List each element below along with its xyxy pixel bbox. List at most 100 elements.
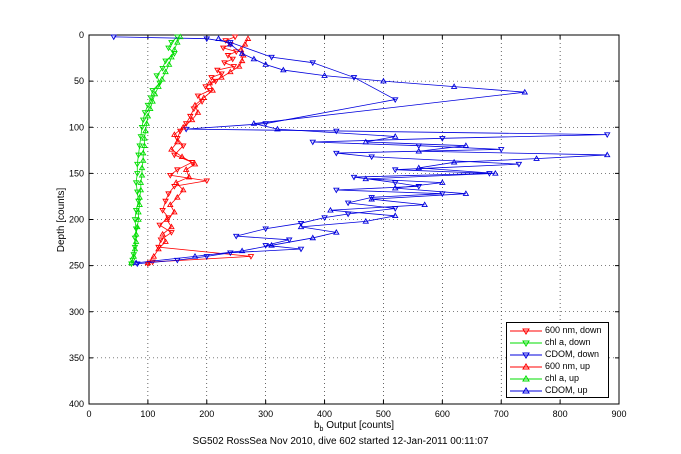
- data-point: [171, 152, 178, 159]
- data-point: [194, 93, 202, 100]
- data-point: [187, 113, 194, 120]
- y-tick-label: 200: [69, 215, 84, 225]
- data-point: [244, 35, 252, 41]
- data-point: [128, 259, 135, 266]
- data-point: [149, 98, 156, 104]
- x-tick-label: 0: [86, 409, 91, 419]
- data-point: [144, 112, 152, 119]
- legend-item: CDOM, down: [507, 349, 608, 361]
- data-point: [162, 68, 169, 75]
- data-point: [380, 77, 387, 84]
- x-axis-label-rest: Output [counts]: [323, 420, 394, 431]
- data-point: [134, 223, 141, 230]
- data-point: [188, 160, 196, 166]
- data-point: [221, 60, 228, 67]
- data-point: [229, 56, 236, 63]
- data-point: [521, 88, 529, 95]
- data-point: [227, 40, 234, 46]
- data-point: [250, 55, 258, 62]
- data-point: [200, 94, 208, 100]
- legend-marker-600nm-up: [510, 363, 542, 370]
- data-point: [262, 61, 269, 67]
- y-tick-label: 50: [74, 76, 84, 86]
- data-point: [230, 64, 238, 70]
- legend-label: CDOM, up: [545, 385, 588, 395]
- legend-marker-cdom-down: [510, 352, 542, 359]
- data-point: [232, 49, 240, 56]
- data-point: [439, 179, 446, 185]
- x-tick-label: 400: [317, 409, 332, 419]
- data-point: [157, 237, 165, 244]
- data-point: [268, 241, 275, 248]
- data-point: [262, 121, 269, 127]
- data-point: [191, 160, 199, 167]
- data-point: [218, 74, 225, 80]
- data-point: [179, 143, 187, 150]
- data-point: [274, 125, 281, 132]
- data-point: [238, 247, 246, 254]
- data-point: [450, 83, 458, 89]
- data-point: [235, 62, 243, 69]
- data-point: [144, 259, 152, 266]
- data-point: [515, 161, 523, 168]
- data-point: [138, 164, 146, 171]
- x-tick-label: 800: [553, 409, 568, 419]
- data-point: [134, 171, 141, 177]
- data-point: [155, 245, 162, 252]
- data-point: [439, 136, 446, 142]
- data-point: [533, 155, 540, 161]
- data-point: [137, 179, 145, 185]
- data-point: [321, 215, 328, 222]
- data-point: [222, 38, 229, 44]
- data-point: [168, 223, 175, 230]
- data-point: [179, 186, 187, 193]
- data-point: [149, 88, 156, 94]
- data-point: [214, 67, 221, 74]
- data-point: [391, 212, 399, 219]
- data-point: [142, 127, 149, 134]
- data-point: [391, 133, 399, 139]
- data-point: [227, 250, 234, 257]
- data-point: [262, 226, 269, 233]
- data-point: [333, 128, 340, 135]
- data-point: [168, 40, 175, 46]
- data-point: [232, 233, 240, 240]
- legend-marker-600nm-down: [510, 328, 542, 335]
- data-point: [333, 150, 340, 157]
- data-point: [219, 45, 227, 52]
- data-point: [333, 187, 340, 194]
- data-point: [309, 234, 317, 241]
- legend-item: CDOM, up: [507, 385, 608, 397]
- data-point: [141, 142, 148, 148]
- x-axis-label-subscript: b: [320, 426, 324, 433]
- data-point: [280, 66, 287, 73]
- data-point: [497, 147, 505, 153]
- x-tick-label: 900: [611, 409, 626, 419]
- data-point: [147, 95, 155, 102]
- data-point: [138, 171, 146, 178]
- data-point: [241, 40, 249, 47]
- data-point: [144, 102, 152, 109]
- data-point: [132, 238, 140, 244]
- data-point: [309, 139, 317, 146]
- data-point: [135, 208, 142, 215]
- legend-marker-chla-down: [510, 340, 542, 347]
- x-tick-label: 500: [376, 409, 391, 419]
- x-axis-label: bb Output [counts]: [314, 420, 394, 433]
- data-point: [174, 138, 181, 145]
- data-point: [321, 72, 328, 78]
- y-tick-label: 400: [69, 399, 84, 409]
- data-point: [603, 132, 611, 139]
- legend-label: 600 nm, up: [545, 361, 591, 371]
- data-point: [297, 223, 305, 230]
- data-point: [203, 36, 211, 43]
- x-tick-label: 600: [435, 409, 450, 419]
- data-point: [168, 53, 175, 60]
- data-point: [206, 79, 214, 86]
- y-tick-label: 100: [69, 122, 84, 132]
- data-point: [297, 220, 305, 227]
- data-point: [237, 46, 245, 53]
- data-point: [150, 253, 158, 259]
- data-point: [231, 34, 239, 41]
- data-point: [362, 175, 370, 182]
